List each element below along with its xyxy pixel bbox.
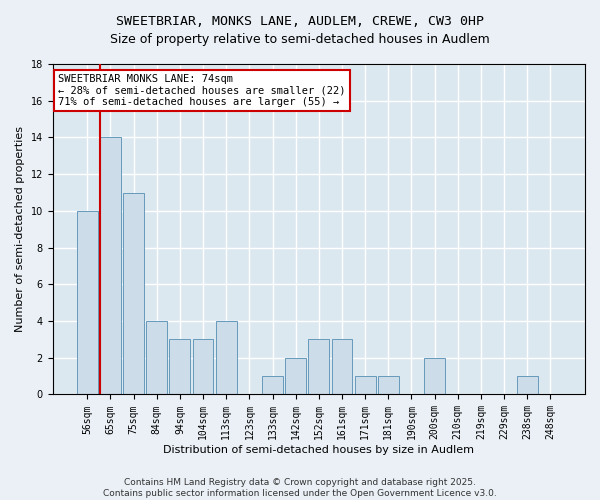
Bar [77,211,98,394]
Bar [285,358,306,395]
Y-axis label: Number of semi-detached properties: Number of semi-detached properties [15,126,25,332]
Text: SWEETBRIAR, MONKS LANE, AUDLEM, CREWE, CW3 0HP: SWEETBRIAR, MONKS LANE, AUDLEM, CREWE, C… [116,15,484,28]
Bar [378,376,399,394]
Bar [169,340,190,394]
Bar [123,192,144,394]
Bar [308,340,329,394]
Bar [424,358,445,395]
Bar [216,321,236,394]
Text: Size of property relative to semi-detached houses in Audlem: Size of property relative to semi-detach… [110,32,490,46]
X-axis label: Distribution of semi-detached houses by size in Audlem: Distribution of semi-detached houses by … [163,445,475,455]
Bar [517,376,538,394]
Bar [355,376,376,394]
Bar [262,376,283,394]
Bar [332,340,352,394]
Bar [100,138,121,394]
Bar [193,340,214,394]
Text: SWEETBRIAR MONKS LANE: 74sqm
← 28% of semi-detached houses are smaller (22)
71% : SWEETBRIAR MONKS LANE: 74sqm ← 28% of se… [58,74,346,107]
Text: Contains HM Land Registry data © Crown copyright and database right 2025.
Contai: Contains HM Land Registry data © Crown c… [103,478,497,498]
Bar [146,321,167,394]
